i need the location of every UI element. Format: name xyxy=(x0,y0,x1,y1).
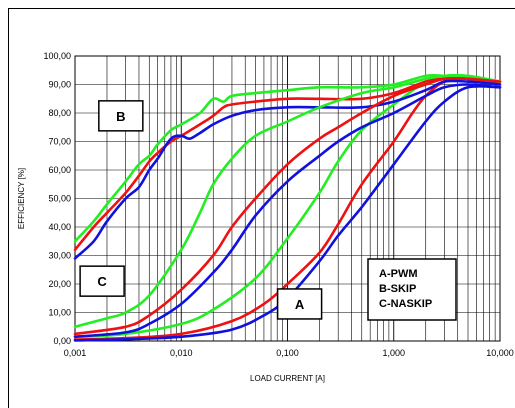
chart-frame xyxy=(8,8,515,408)
annotation-label-a: A xyxy=(295,297,305,312)
y-axis-label: EFFICIENCY [%] xyxy=(17,168,26,229)
y-tick-label: 70,00 xyxy=(48,137,71,147)
plot-area-border xyxy=(74,55,501,342)
y-tick-label: 30,00 xyxy=(48,251,71,261)
annotation-box-b xyxy=(98,100,144,132)
annotation-boxes: B C A xyxy=(79,100,323,320)
annotation-box-c xyxy=(79,265,125,297)
series-c-blue-line xyxy=(73,83,502,338)
y-tick-label: 0,00 xyxy=(53,336,71,346)
x-tick-label: 0,100 xyxy=(276,348,299,358)
x-tick-label: 0,001 xyxy=(64,348,87,358)
annotation-box-a xyxy=(276,288,323,320)
series-b-green-line xyxy=(73,73,502,243)
x-tick-label: 1,000 xyxy=(382,348,405,358)
annotation-label-c: C xyxy=(97,274,107,289)
series-lines xyxy=(73,73,502,342)
legend-entry-pwm: A-PWM xyxy=(379,268,418,280)
y-tick-label: 10,00 xyxy=(48,308,71,318)
legend-entry-skip: B-SKIP xyxy=(379,283,416,295)
tick-labels: 0,0010,0020,0030,0040,0050,0060,0070,008… xyxy=(43,51,513,358)
y-tick-label: 100,00 xyxy=(43,51,71,61)
y-tick-label: 60,00 xyxy=(48,165,71,175)
legend-box: A-PWM B-SKIP C-NASKIP xyxy=(367,258,457,321)
series-c-red-line xyxy=(73,76,502,336)
x-axis-label: LOAD CURRENT [A] xyxy=(250,374,325,383)
annotation-label-b: B xyxy=(116,109,125,124)
series-c-green-line xyxy=(73,74,502,329)
y-tick-label: 90,00 xyxy=(48,80,71,90)
y-tick-label: 20,00 xyxy=(48,279,71,289)
y-tick-label: 80,00 xyxy=(48,108,71,118)
y-tick-label: 40,00 xyxy=(48,222,71,232)
legend-border xyxy=(367,258,457,321)
series-b-blue-line xyxy=(73,79,502,260)
series-b-red-line xyxy=(73,77,502,252)
x-tick-label: 10,000 xyxy=(486,348,514,358)
x-tick-label: 0,010 xyxy=(170,348,193,358)
series-a-blue-line xyxy=(73,84,502,342)
y-tick-label: 50,00 xyxy=(48,194,71,204)
legend-entry-naskip: C-NASKIP xyxy=(379,298,432,310)
